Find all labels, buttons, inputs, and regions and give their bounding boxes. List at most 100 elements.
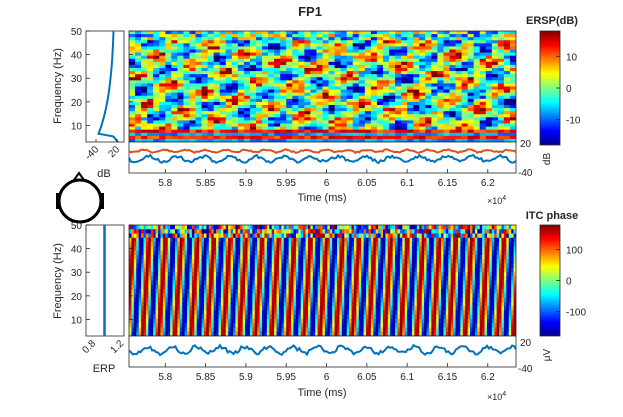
itc-cell: [312, 246, 316, 252]
ersp-cell: [219, 55, 227, 60]
ersp-cell: [389, 31, 396, 35]
ersp-cell: [389, 117, 396, 122]
itc-cell: [150, 284, 154, 290]
itc-cell: [344, 246, 348, 252]
ersp-cell: [268, 37, 275, 41]
itc-cell: [145, 254, 149, 260]
ersp-cell: [304, 49, 312, 54]
ersp-cell: [195, 126, 203, 131]
ersp-cell: [310, 117, 318, 122]
itc-cell: [317, 233, 321, 239]
ersp-cell: [395, 58, 402, 63]
itc-cell: [361, 267, 365, 273]
itc-cell: [416, 229, 420, 235]
itc-cell: [390, 284, 394, 290]
itc-cell: [295, 267, 299, 273]
ersp-cell: [334, 37, 342, 41]
itc-cell: [428, 259, 432, 264]
itc-cell: [513, 259, 516, 264]
itc-cell: [373, 225, 377, 230]
itc-cell: [278, 271, 282, 277]
ersp-cell: [419, 58, 426, 63]
ersp-cell: [262, 120, 269, 125]
itc-cell: [320, 250, 323, 256]
ersp-cell: [382, 132, 390, 137]
ersp-cell: [310, 108, 318, 112]
itc-cell: [262, 271, 265, 277]
ersp-cell: [352, 92, 360, 97]
itc-cell: [358, 246, 362, 252]
ersp-cell: [455, 55, 463, 60]
ersp-cell: [304, 108, 312, 112]
ersp-cell: [165, 95, 172, 100]
ersp-cell: [316, 43, 324, 48]
itc-cell: [240, 229, 244, 235]
itc-cell: [245, 289, 249, 294]
ersp-cell: [201, 55, 209, 60]
ersp-cell: [292, 77, 299, 81]
itc-cell: [474, 289, 478, 294]
ersp-cell: [370, 83, 378, 88]
itc-cell: [155, 225, 159, 230]
ersp-cell: [219, 52, 227, 57]
itc-cell: [211, 225, 215, 230]
ersp-cell: [268, 77, 275, 81]
itc-cell: [211, 263, 215, 269]
itc-cell: [259, 229, 263, 235]
itc-cell: [421, 289, 425, 294]
itc-cell: [324, 259, 328, 264]
ersp-cell: [503, 105, 511, 109]
itc-cell: [315, 263, 319, 269]
itc-cell: [131, 259, 135, 264]
ersp-cell: [376, 126, 384, 131]
ersp-cell: [183, 58, 191, 63]
ersp-cell: [249, 126, 257, 131]
ersp-cell: [310, 46, 318, 51]
ersp-cell: [274, 114, 281, 118]
ersp-cell: [213, 120, 221, 125]
itc-cell: [240, 233, 244, 239]
itc-cell: [160, 271, 164, 277]
itc-cell: [346, 284, 350, 290]
itc-cell: [276, 284, 280, 290]
ersp-cell: [461, 126, 469, 131]
ersp-cell: [219, 83, 227, 88]
itc-cell: [416, 246, 420, 252]
ersp-cell: [479, 40, 487, 44]
ersp-cell: [219, 80, 227, 85]
ersp-cell: [413, 114, 420, 118]
ersp-cell: [195, 117, 203, 122]
itc-cell: [208, 293, 212, 299]
ersp-cell: [364, 40, 372, 44]
ersp-cell: [485, 49, 493, 54]
itc-cell: [404, 246, 408, 252]
itc-cell: [351, 246, 355, 252]
itc-cell: [339, 289, 343, 294]
ersp-cell: [274, 117, 281, 122]
itc-cell: [307, 263, 311, 269]
ersp-cell: [407, 61, 414, 66]
itc-cell: [283, 267, 287, 273]
itc-cell: [242, 280, 246, 286]
ersp-cell: [473, 49, 481, 54]
ersp-cell: [255, 49, 263, 54]
ersp-cell: [473, 95, 481, 100]
itc-cell: [419, 284, 423, 290]
itc-cell: [155, 229, 159, 235]
ersp-cell: [280, 138, 287, 142]
ersp-cell: [237, 123, 245, 128]
itc-cell: [416, 250, 420, 256]
ersp-cell: [243, 43, 251, 48]
itc-cell: [223, 250, 227, 256]
ersp-cell: [310, 31, 318, 35]
ersp-cell: [437, 37, 445, 41]
ersp-cell: [364, 80, 372, 85]
itc-cell: [177, 284, 181, 290]
itc-cell: [158, 284, 161, 290]
ersp-cell: [431, 120, 438, 125]
ersp-cell: [153, 120, 160, 125]
itc-cell: [240, 284, 244, 290]
ersp-cell: [358, 132, 366, 137]
itc-cell: [322, 280, 326, 286]
itc-cell: [390, 280, 394, 286]
